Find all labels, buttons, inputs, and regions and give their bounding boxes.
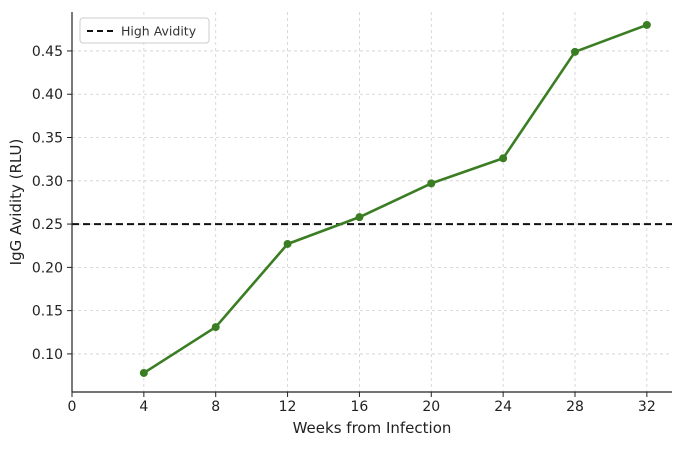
y-tick-label: 0.40 bbox=[32, 87, 63, 103]
data-point bbox=[139, 368, 148, 377]
data-point bbox=[355, 213, 364, 222]
y-tick-label: 0.45 bbox=[32, 44, 63, 60]
legend-label-high-avidity: High Avidity bbox=[121, 24, 197, 39]
x-axis-label: Weeks from Infection bbox=[293, 419, 452, 437]
x-tick-label: 4 bbox=[139, 399, 148, 415]
x-tick-label: 16 bbox=[351, 399, 369, 415]
data-point bbox=[283, 239, 292, 248]
x-tick-label: 12 bbox=[279, 399, 297, 415]
x-tick-label: 20 bbox=[422, 399, 440, 415]
data-point bbox=[642, 20, 651, 29]
x-tick-label: 0 bbox=[68, 399, 77, 415]
x-tick-label: 24 bbox=[494, 399, 512, 415]
y-tick-label: 0.30 bbox=[32, 174, 63, 190]
data-point bbox=[570, 47, 579, 56]
y-tick-label: 0.10 bbox=[32, 347, 63, 363]
x-tick-label: 32 bbox=[638, 399, 656, 415]
data-point bbox=[499, 154, 508, 163]
y-tick-label: 0.20 bbox=[32, 260, 63, 276]
y-tick-label: 0.35 bbox=[32, 131, 63, 147]
grid bbox=[71, 12, 672, 392]
y-tick-label: 0.25 bbox=[32, 217, 63, 233]
series-group bbox=[139, 20, 651, 377]
series-line bbox=[143, 23, 648, 375]
axes bbox=[71, 12, 672, 393]
data-point bbox=[427, 179, 436, 188]
legend-box bbox=[79, 17, 210, 44]
x-tick-label: 8 bbox=[211, 399, 220, 415]
x-tick-label: 28 bbox=[566, 399, 584, 415]
y-axis-label: IgG Avidity (RLU) bbox=[7, 139, 25, 266]
data-point bbox=[211, 323, 220, 332]
y-tick-label: 0.15 bbox=[32, 304, 63, 320]
ticks: 0 4 8 12 16 20 24 28 32 0.10 0.15 0.20 0.25 0.30 0.35 0… bbox=[32, 44, 656, 415]
legend: High Avidity bbox=[79, 17, 210, 44]
